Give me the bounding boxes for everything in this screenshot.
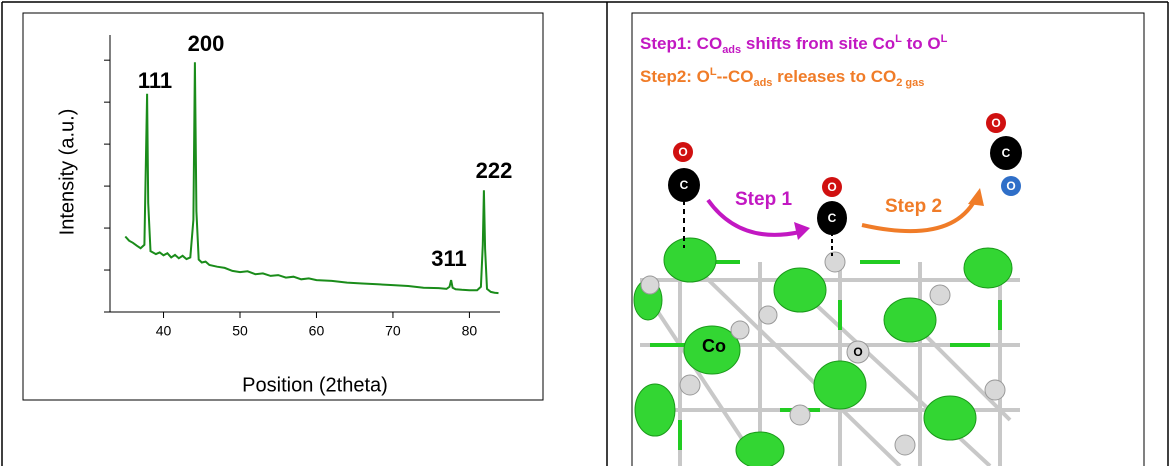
caption-sup: L (941, 33, 948, 45)
x-axis-label: Position (2theta) (242, 374, 388, 396)
atom-label: O (853, 345, 862, 359)
x-tick-label: 40 (156, 323, 172, 339)
atom-label: Co (702, 336, 726, 356)
arrow-label: Step 2 (885, 196, 942, 217)
caption-text: --CO (717, 67, 754, 86)
caption-text: releases to CO (772, 67, 896, 86)
x-tick-label: 50 (232, 323, 248, 339)
x-tick-label: 60 (309, 323, 325, 339)
figure: 40 50 60 70 80 Position (2theta) Intensity (a.… (0, 0, 1171, 466)
atom-label: O (678, 145, 687, 159)
caption-text: Step1: CO (640, 34, 722, 53)
mechanism-diagram: Step1: COads shifts from site CoL to OL … (632, 13, 1144, 466)
caption-sub: ads (753, 77, 772, 89)
arrow-label: Step 1 (735, 189, 792, 210)
xrd-chart: 40 50 60 70 80 Position (2theta) Intensity (a.… (56, 31, 512, 396)
peak-label: 311 (431, 246, 467, 271)
x-tick-label: 70 (385, 323, 401, 339)
caption-sub: 2 gas (896, 77, 924, 89)
caption-line: Step1: COads shifts from site CoL to OL (640, 33, 948, 56)
caption-text: Step2: O (640, 67, 710, 86)
peak-label: 200 (188, 31, 225, 56)
atom-label: C (1002, 146, 1011, 160)
caption-text: to O (902, 34, 941, 53)
peak-label: 222 (476, 158, 513, 183)
atom-label: O (991, 116, 1000, 130)
y-axis-label: Intensity (a.u.) (56, 109, 78, 236)
atom-label: O (827, 180, 836, 194)
caption-text: shifts from site Co (741, 34, 895, 53)
atom-label: C (828, 211, 837, 225)
atom-label: O (1006, 179, 1015, 193)
caption-line: Step2: OL--COads releases to CO2 gas (640, 66, 924, 89)
x-tick-label: 80 (462, 323, 478, 339)
atom-label: C (680, 178, 689, 192)
caption-sub: ads (722, 44, 741, 56)
peak-label: 111 (138, 68, 172, 93)
chart-frame (23, 13, 543, 400)
